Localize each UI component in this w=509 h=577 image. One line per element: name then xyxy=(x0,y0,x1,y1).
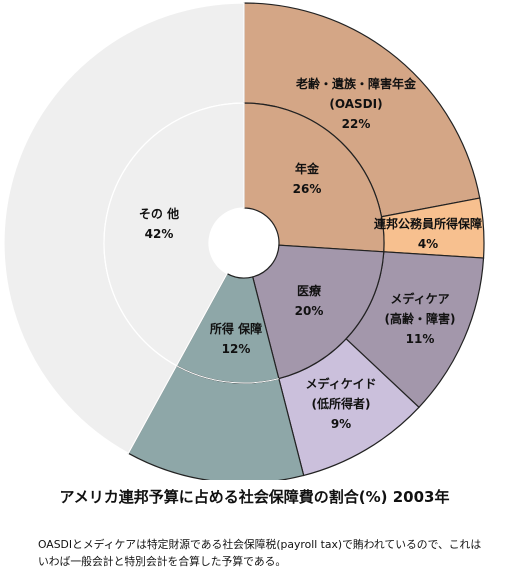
outer-label-1: 連邦公務員所得保障 4% xyxy=(374,216,482,251)
outer-label-2: メディケア(高齢・障害) 11% xyxy=(385,291,456,346)
pie-chart: 年金 26% 医療 20% 所得 保障 12% その 他 42% 老齢・遺族・障害年金(OASD… xyxy=(3,2,485,480)
inner-slice-0 xyxy=(243,102,385,253)
inner-label-3: その 他 42% xyxy=(139,206,179,241)
inner-label-0: 年金 26% xyxy=(293,161,322,196)
inner-label-2: 所得 保障 12% xyxy=(210,321,262,356)
footnote: OASDIとメディケアは特定財源である社会保障税(payroll tax)で賄わ… xyxy=(38,538,482,568)
inner-slice-1 xyxy=(251,244,385,380)
inner-label-1: 医療 20% xyxy=(295,283,324,318)
ring-boundary xyxy=(103,102,279,384)
outer-label-3: メディケイド(低所得者) 9% xyxy=(306,376,377,431)
chart-title: アメリカ連邦予算に占める社会保障費の割合(%) 2003年 xyxy=(59,488,450,506)
outer-label-0: 老齢・遺族・障害年金(OASDI) 22% xyxy=(296,76,417,131)
